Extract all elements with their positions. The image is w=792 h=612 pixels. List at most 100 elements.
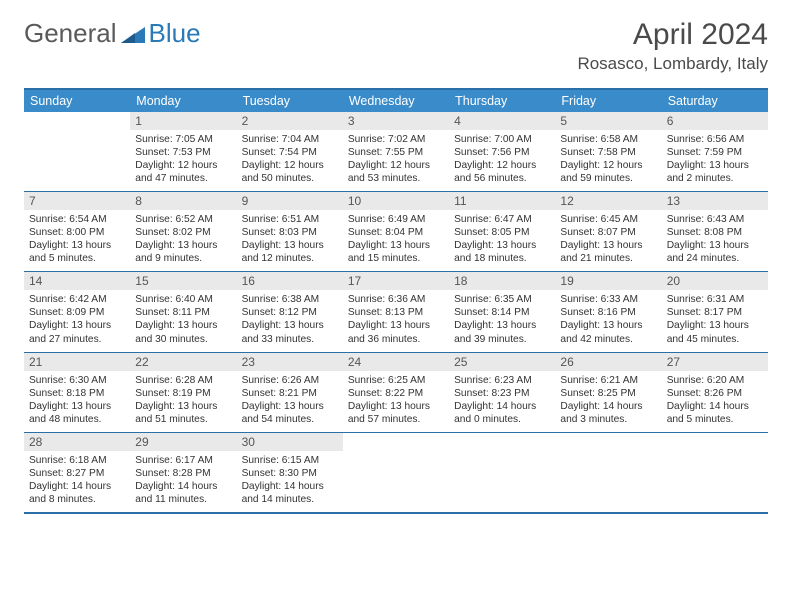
day-details: Sunrise: 6:58 AMSunset: 7:58 PMDaylight:… [555,130,661,191]
day-line: Daylight: 13 hours [454,319,550,332]
day-details: Sunrise: 6:26 AMSunset: 8:21 PMDaylight:… [237,371,343,432]
day-details: Sunrise: 6:38 AMSunset: 8:12 PMDaylight:… [237,290,343,351]
day-line: Sunrise: 6:17 AM [135,454,231,467]
day-line: Daylight: 13 hours [135,239,231,252]
day-line: Daylight: 13 hours [29,319,125,332]
day-line: Daylight: 13 hours [29,239,125,252]
day-line: Sunrise: 6:40 AM [135,293,231,306]
day-line: Daylight: 13 hours [242,400,338,413]
day-line: Daylight: 13 hours [135,400,231,413]
day-details: Sunrise: 6:20 AMSunset: 8:26 PMDaylight:… [662,371,768,432]
day-line: Sunset: 8:27 PM [29,467,125,480]
day-line: Sunset: 8:04 PM [348,226,444,239]
day-details [343,437,449,495]
day-line: Sunrise: 6:45 AM [560,213,656,226]
day-details [24,116,130,174]
logo-text-general: General [24,18,117,49]
day-line: Sunset: 7:59 PM [667,146,763,159]
calendar-cell: 14Sunrise: 6:42 AMSunset: 8:09 PMDayligh… [24,272,130,352]
calendar-cell: 3Sunrise: 7:02 AMSunset: 7:55 PMDaylight… [343,112,449,192]
calendar-cell: 20Sunrise: 6:31 AMSunset: 8:17 PMDayligh… [662,272,768,352]
day-details: Sunrise: 7:04 AMSunset: 7:54 PMDaylight:… [237,130,343,191]
day-line: and 21 minutes. [560,252,656,265]
day-number: 28 [24,433,130,451]
day-line: Sunset: 8:08 PM [667,226,763,239]
day-number: 22 [130,353,236,371]
day-line: and 53 minutes. [348,172,444,185]
day-number: 3 [343,112,449,130]
day-number: 9 [237,192,343,210]
day-line: Sunrise: 6:23 AM [454,374,550,387]
calendar-cell [555,432,661,513]
day-line: Sunrise: 6:35 AM [454,293,550,306]
calendar-cell: 23Sunrise: 6:26 AMSunset: 8:21 PMDayligh… [237,352,343,432]
day-line: Sunset: 8:09 PM [29,306,125,319]
day-details: Sunrise: 6:56 AMSunset: 7:59 PMDaylight:… [662,130,768,191]
month-title: April 2024 [577,18,768,52]
weekday-saturday: Saturday [662,89,768,112]
calendar-cell: 5Sunrise: 6:58 AMSunset: 7:58 PMDaylight… [555,112,661,192]
weekday-wednesday: Wednesday [343,89,449,112]
day-number: 7 [24,192,130,210]
day-line: Sunset: 8:18 PM [29,387,125,400]
day-line: and 2 minutes. [667,172,763,185]
day-details: Sunrise: 6:35 AMSunset: 8:14 PMDaylight:… [449,290,555,351]
day-number: 17 [343,272,449,290]
day-line: and 50 minutes. [242,172,338,185]
day-line: Sunset: 8:23 PM [454,387,550,400]
calendar-cell: 26Sunrise: 6:21 AMSunset: 8:25 PMDayligh… [555,352,661,432]
day-details: Sunrise: 7:02 AMSunset: 7:55 PMDaylight:… [343,130,449,191]
day-line: and 36 minutes. [348,333,444,346]
day-line: Sunrise: 7:05 AM [135,133,231,146]
day-line: Sunset: 8:11 PM [135,306,231,319]
day-line: Sunset: 7:53 PM [135,146,231,159]
calendar-cell: 6Sunrise: 6:56 AMSunset: 7:59 PMDaylight… [662,112,768,192]
day-line: Sunrise: 6:52 AM [135,213,231,226]
day-line: Sunset: 8:25 PM [560,387,656,400]
logo-text-blue: Blue [149,18,201,49]
day-line: Daylight: 13 hours [242,239,338,252]
day-line: and 9 minutes. [135,252,231,265]
day-line: Sunrise: 6:30 AM [29,374,125,387]
day-line: Sunrise: 6:26 AM [242,374,338,387]
day-number: 6 [662,112,768,130]
calendar-cell: 11Sunrise: 6:47 AMSunset: 8:05 PMDayligh… [449,192,555,272]
day-number: 19 [555,272,661,290]
day-line: Sunset: 8:30 PM [242,467,338,480]
day-line: Sunset: 8:28 PM [135,467,231,480]
day-line: Sunrise: 6:58 AM [560,133,656,146]
day-line: and 0 minutes. [454,413,550,426]
day-line: Sunrise: 6:49 AM [348,213,444,226]
day-line: Sunset: 8:21 PM [242,387,338,400]
day-details: Sunrise: 6:25 AMSunset: 8:22 PMDaylight:… [343,371,449,432]
day-line: Daylight: 13 hours [242,319,338,332]
day-line: Sunset: 8:13 PM [348,306,444,319]
day-number: 5 [555,112,661,130]
day-line: Daylight: 13 hours [560,319,656,332]
day-line: Sunset: 8:03 PM [242,226,338,239]
day-details [449,437,555,495]
day-line: Sunset: 7:55 PM [348,146,444,159]
day-line: Sunrise: 6:56 AM [667,133,763,146]
day-number: 25 [449,353,555,371]
day-details: Sunrise: 6:33 AMSunset: 8:16 PMDaylight:… [555,290,661,351]
day-line: Sunset: 8:00 PM [29,226,125,239]
day-line: Sunset: 8:14 PM [454,306,550,319]
weekday-header-row: Sunday Monday Tuesday Wednesday Thursday… [24,89,768,112]
location: Rosasco, Lombardy, Italy [577,54,768,74]
day-details: Sunrise: 6:23 AMSunset: 8:23 PMDaylight:… [449,371,555,432]
weekday-tuesday: Tuesday [237,89,343,112]
calendar-cell: 10Sunrise: 6:49 AMSunset: 8:04 PMDayligh… [343,192,449,272]
calendar-cell: 13Sunrise: 6:43 AMSunset: 8:08 PMDayligh… [662,192,768,272]
day-line: and 47 minutes. [135,172,231,185]
day-number: 21 [24,353,130,371]
logo: General Blue [24,18,201,49]
calendar-table: Sunday Monday Tuesday Wednesday Thursday… [24,88,768,514]
day-line: and 27 minutes. [29,333,125,346]
calendar-cell: 16Sunrise: 6:38 AMSunset: 8:12 PMDayligh… [237,272,343,352]
day-line: Sunset: 8:26 PM [667,387,763,400]
weekday-monday: Monday [130,89,236,112]
day-line: Daylight: 13 hours [667,239,763,252]
day-line: Sunrise: 6:38 AM [242,293,338,306]
day-line: Daylight: 13 hours [667,159,763,172]
